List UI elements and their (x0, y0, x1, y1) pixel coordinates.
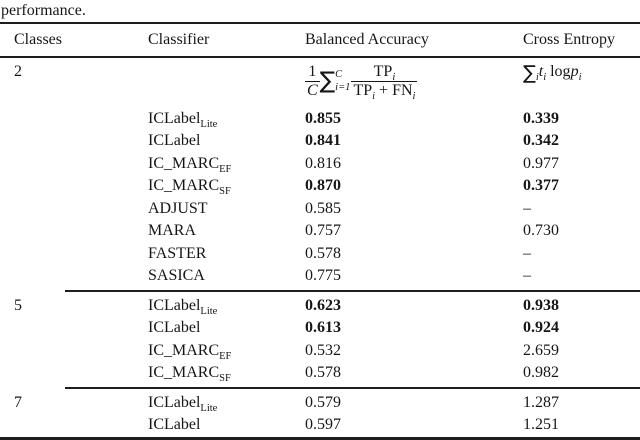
balanced-accuracy-cell: 0.757 (305, 222, 341, 240)
summation-symbol: ∑ (523, 62, 536, 84)
classes-cell (0, 175, 148, 198)
section-divider (0, 385, 640, 392)
balanced-accuracy-cell: 0.870 (305, 177, 341, 195)
table-row: MARA 0.757 0.730 (0, 220, 640, 243)
classes-cell (0, 265, 148, 288)
classes-cell (0, 108, 148, 131)
cross-entropy-cell: – (523, 199, 531, 217)
cross-entropy-formula: ∑iti logpi (523, 62, 582, 84)
classifier-cell: SASICA (148, 267, 205, 285)
classifier-cell: IC_MARCEF (148, 341, 232, 362)
cross-entropy-cell: 1.251 (523, 416, 559, 434)
balanced-accuracy-cell: 0.775 (305, 267, 341, 285)
cross-entropy-cell: 0.730 (523, 222, 559, 240)
summation-symbol: ∑ (319, 68, 336, 95)
table-row: IC_MARCSF 0.870 0.377 (0, 175, 640, 198)
table-row: IC_MARCSF 0.578 0.982 (0, 362, 640, 385)
classes-cell (0, 220, 148, 243)
classes-label: 2 (14, 63, 22, 80)
table-row: ICLabelLite 0.855 0.339 (0, 108, 640, 131)
classifier-cell: ICLabel (148, 132, 201, 150)
classifier-cell: FASTER (148, 244, 207, 262)
classifier-cell: IC_MARCSF (148, 364, 231, 385)
classes-cell (0, 130, 148, 153)
table-row: IC_MARCEF 0.816 0.977 (0, 153, 640, 176)
classes-cell (0, 153, 148, 176)
table-row: ADJUST 0.585 – (0, 198, 640, 221)
balanced-accuracy-cell: 0.816 (305, 154, 341, 172)
cross-entropy-cell: – (523, 267, 531, 285)
col-header-classes: Classes (0, 23, 148, 58)
table-row: FASTER 0.578 – (0, 243, 640, 266)
classifier-cell: ICLabel (148, 416, 201, 434)
results-table: Classes Classifier Balanced Accuracy Cro… (0, 22, 640, 440)
cross-entropy-cell: – (523, 244, 531, 262)
classes-cell (0, 243, 148, 266)
classifier-cell: ADJUST (148, 199, 208, 217)
col-header-classifier: Classifier (148, 23, 305, 58)
balanced-accuracy-cell: 0.579 (305, 393, 341, 411)
classifier-cell: ICLabelLite (148, 393, 218, 414)
table-row: 7 ICLabelLite 0.579 1.287 (0, 392, 640, 415)
cross-entropy-cell: 1.287 (523, 393, 559, 411)
balanced-accuracy-cell: 0.855 (305, 109, 341, 127)
balanced-accuracy-cell: 0.623 (305, 296, 341, 314)
classes-cell (0, 198, 148, 221)
table-row: SASICA 0.775 – (0, 265, 640, 288)
classifier-cell: ICLabelLite (148, 109, 218, 130)
balanced-accuracy-cell: 0.597 (305, 416, 341, 434)
classifier-cell: IC_MARCSF (148, 177, 231, 198)
classes-cell (0, 362, 148, 385)
col-header-balanced-accuracy: Balanced Accuracy (305, 23, 523, 58)
cross-entropy-cell: 0.339 (523, 109, 559, 127)
table-row: ICLabel 0.613 0.924 (0, 317, 640, 340)
classes-cell (0, 414, 148, 438)
cross-entropy-cell: 0.342 (523, 132, 559, 150)
classifier-cell: ICLabel (148, 319, 201, 337)
balanced-accuracy-cell: 0.841 (305, 132, 341, 150)
balanced-accuracy-cell: 0.578 (305, 244, 341, 262)
header-row: Classes Classifier Balanced Accuracy Cro… (0, 23, 640, 58)
section-rule (65, 289, 640, 292)
cross-entropy-cell: 2.659 (523, 341, 559, 359)
tp-fraction: TPi TPi + FNi (351, 63, 418, 103)
classes-cell (0, 340, 148, 363)
classes-cell: 5 (14, 296, 22, 314)
table-row: ICLabel 0.597 1.251 (0, 414, 640, 438)
cross-entropy-cell: 0.982 (523, 364, 559, 382)
section-divider (0, 288, 640, 295)
table-caption: performance. (1, 2, 86, 19)
table-row: IC_MARCEF 0.532 2.659 (0, 340, 640, 363)
balanced-accuracy-cell: 0.613 (305, 319, 341, 337)
cross-entropy-cell: 0.924 (523, 319, 559, 337)
classes-cell (0, 317, 148, 340)
cross-entropy-cell: 0.977 (523, 154, 559, 172)
classifier-cell-empty (148, 57, 305, 108)
classifier-cell: ICLabelLite (148, 296, 218, 317)
balanced-accuracy-cell: 0.578 (305, 364, 341, 382)
cross-entropy-cell: 0.938 (523, 296, 559, 314)
section-rule (65, 386, 640, 389)
balanced-accuracy-cell: 0.532 (305, 341, 341, 359)
table-row: ICLabel 0.841 0.342 (0, 130, 640, 153)
balanced-accuracy-cell: 0.585 (305, 199, 341, 217)
table-row: 5 ICLabelLite 0.623 0.938 (0, 295, 640, 318)
classifier-cell: IC_MARCEF (148, 154, 232, 175)
col-header-cross-entropy: Cross Entropy (523, 23, 640, 58)
cross-entropy-cell: 0.377 (523, 177, 559, 195)
classes-cell: 7 (14, 393, 22, 411)
classifier-cell: MARA (148, 222, 197, 240)
